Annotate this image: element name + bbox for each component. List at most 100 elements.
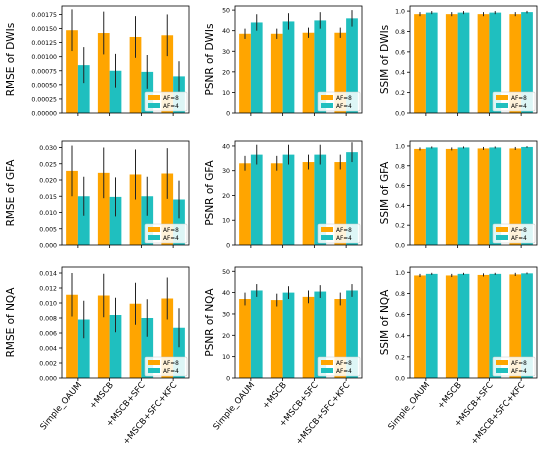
y-tick-label: 10 <box>222 354 230 361</box>
y-tick-label: 30 <box>222 49 230 56</box>
legend-label: AF=8 <box>163 228 179 234</box>
bar-af8 <box>334 32 347 113</box>
legend-swatch-af8 <box>321 360 333 365</box>
y-tick-label: 0.00100 <box>31 54 57 61</box>
y-tick-label: 0.000 <box>39 243 57 250</box>
legend-label: AF=8 <box>336 96 352 102</box>
legend-swatch-af4 <box>148 368 160 373</box>
y-tick-label: 0.8 <box>395 291 405 298</box>
y-tick-label: 0.000 <box>39 376 57 383</box>
legend-swatch-af8 <box>496 227 508 232</box>
bar-af4 <box>141 318 154 378</box>
subplot-2: 0 10 20 30 40 50 PSNR of DWIs AF=8 AF=4 <box>204 5 363 118</box>
bar-af4 <box>282 21 295 113</box>
bar-af8 <box>97 33 110 113</box>
bar-af8 <box>445 275 458 378</box>
bar-af4 <box>282 154 295 245</box>
bar-af4 <box>314 291 327 378</box>
y-tick-label: 20 <box>222 333 230 340</box>
subplot-8: 0 10 20 30 40 50 PSNR of NQA Simple_OAUM +MSCB+M… <box>204 266 363 447</box>
y-tick-label: 0.4 <box>395 70 405 77</box>
x-tick-label: +MSCB+SFC+KFC <box>121 380 179 447</box>
bar-af4 <box>109 315 122 378</box>
bar-af4 <box>109 196 122 245</box>
y-tick-label: 0.00125 <box>31 40 57 47</box>
bar-af4 <box>346 290 358 378</box>
legend-swatch-af4 <box>496 368 508 373</box>
y-tick-label: 0.005 <box>39 226 57 233</box>
bar-af8 <box>302 296 315 378</box>
bar-af4 <box>457 147 470 245</box>
legend-swatch-af8 <box>148 227 160 232</box>
y-tick-label: 40 <box>222 28 230 35</box>
bar-af4 <box>489 147 502 245</box>
legend: AF=8 AF=4 <box>144 356 188 377</box>
x-tick-label: +MSCB+SFC+KFC <box>294 380 352 447</box>
legend-label: AF=4 <box>336 369 352 375</box>
bar-af8 <box>509 148 522 245</box>
bar-af4 <box>346 152 358 245</box>
y-tick-label: 0.00025 <box>31 96 57 103</box>
legend-swatch-af8 <box>148 360 160 365</box>
x-tick-label: +MSCB <box>436 380 464 411</box>
y-tick-label: 0.8 <box>395 29 405 36</box>
x-tick-label: Simple_OAUM <box>38 381 84 433</box>
axes-frame <box>61 140 190 246</box>
legend-label: AF=4 <box>511 104 527 110</box>
legend: AF=8 AF=4 <box>317 223 361 244</box>
bar-af4 <box>521 12 533 113</box>
y-tick-label: 0.006 <box>39 331 57 338</box>
y-tick-label: 0.6 <box>395 183 405 190</box>
bar-af4 <box>521 273 533 378</box>
bar-af4 <box>250 22 263 113</box>
bar-af8 <box>97 295 110 378</box>
y-tick-label: 50 <box>222 269 230 276</box>
y-tick-label: 0.012 <box>39 286 57 293</box>
y-tick-label: 10 <box>222 218 230 225</box>
bar-af4 <box>141 196 154 245</box>
legend-label: AF=8 <box>511 361 527 367</box>
legend: AF=8 AF=4 <box>492 91 536 112</box>
y-tick-label: 0.00050 <box>31 82 57 89</box>
y-axis-label: SSIM of GFA <box>379 161 391 224</box>
y-tick-label: 0.015 <box>39 194 57 201</box>
legend-swatch-af8 <box>321 95 333 100</box>
bar-af4 <box>314 154 327 245</box>
legend: AF=8 AF=4 <box>492 223 536 244</box>
bar-af8 <box>66 30 78 113</box>
bar-af4 <box>77 196 90 245</box>
y-tick-label: 0.6 <box>395 49 405 56</box>
legend-swatch-af8 <box>496 360 508 365</box>
x-tick-label: +MSCB+SFC+KFC <box>469 380 527 447</box>
y-tick-label: 20 <box>222 193 230 200</box>
y-axis-label: PSNR of GFA <box>204 160 216 226</box>
subplot-4: 0.000 0.005 0.010 0.015 0.020 0.025 0.030 RMSE … <box>5 140 190 250</box>
bar-af4 <box>489 273 502 378</box>
y-tick-label: 1.0 <box>395 270 405 277</box>
bar-af8 <box>129 174 142 245</box>
legend-label: AF=8 <box>163 96 179 102</box>
bar-af8 <box>239 299 251 378</box>
bar-af8 <box>334 162 347 245</box>
bar-af4 <box>77 65 90 113</box>
axes-frame <box>61 266 190 379</box>
bar-af8 <box>477 274 490 378</box>
bar-af4 <box>346 18 358 113</box>
bar-af4 <box>425 12 438 113</box>
y-axis-label: RMSE of GFA <box>5 159 17 227</box>
y-tick-label: 30 <box>222 311 230 318</box>
y-tick-label: 0.014 <box>39 271 57 278</box>
x-tick-label: Simple_OAUM <box>211 381 257 433</box>
y-tick-label: 0.002 <box>39 361 57 368</box>
x-tick-label: +MSCB <box>88 380 116 411</box>
bar-af8 <box>270 300 283 378</box>
legend: AF=8 AF=4 <box>492 356 536 377</box>
bar-af8 <box>129 303 142 378</box>
bar-af8 <box>129 36 142 114</box>
y-tick-label: 40 <box>222 143 230 150</box>
y-tick-label: 0 <box>226 111 230 118</box>
y-tick-label: 0.010 <box>39 210 57 217</box>
axes-frame <box>234 5 363 114</box>
bar-af8 <box>509 14 522 113</box>
